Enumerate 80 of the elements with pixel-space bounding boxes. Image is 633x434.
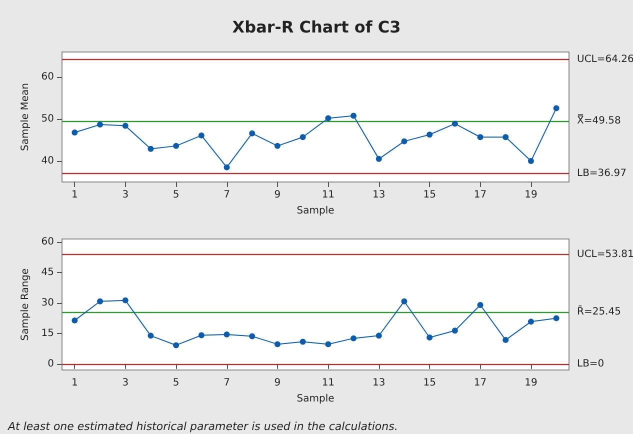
point [376, 156, 382, 162]
ref-line-label: LB=36.97 [577, 168, 626, 180]
ref-line-label: LB=0 [577, 358, 604, 370]
point [350, 335, 357, 342]
point [274, 341, 280, 348]
point [300, 338, 306, 345]
x-tick-label: 19 [524, 378, 538, 388]
x-tick-label: 17 [474, 190, 487, 200]
y-tick-label: 40 [41, 156, 54, 167]
x-tick-label: 13 [372, 190, 386, 200]
point [300, 134, 306, 140]
x-tick-label: 5 [172, 190, 180, 200]
y-tick-label: 60 [41, 72, 54, 83]
x-tick-label: 11 [322, 378, 335, 388]
point [249, 130, 256, 136]
x-tick-label: 9 [274, 378, 281, 388]
point [477, 134, 484, 140]
x-tick-label: 9 [274, 190, 281, 200]
y-axis-title: Sample Mean [20, 83, 31, 151]
point [224, 164, 230, 170]
y-tick-label: 60 [41, 236, 54, 248]
x-tick-label: 3 [122, 378, 129, 388]
ref-line-label: UCL=64.26 [577, 54, 633, 65]
point [325, 341, 332, 348]
x-tick-label: 19 [524, 190, 538, 200]
ref-line-label: UCL=53.81 [577, 249, 633, 260]
point [426, 132, 433, 138]
point [97, 298, 104, 304]
point [224, 331, 230, 338]
x-tick-label: 17 [474, 378, 487, 388]
x-tick-label: 15 [423, 190, 436, 200]
point [502, 134, 509, 140]
point [426, 334, 433, 340]
chart-title: Xbar-R Chart of C3 [232, 18, 401, 36]
y-tick-label: 50 [41, 114, 54, 125]
ref-line-label: R̄=25.45 [577, 304, 621, 318]
x-tick-label: 7 [224, 378, 230, 388]
point [198, 132, 204, 138]
y-tick-label: 15 [41, 328, 54, 339]
x-tick-label: 7 [224, 190, 230, 200]
y-tick-label: 45 [41, 267, 54, 278]
point [198, 332, 204, 338]
y-axis-title: Sample Range [20, 268, 31, 341]
point [325, 115, 332, 122]
point [502, 336, 509, 343]
point [173, 142, 180, 149]
x-tick-label: 13 [372, 378, 386, 388]
point [452, 328, 458, 334]
point [401, 138, 408, 144]
point [376, 332, 382, 339]
point [173, 342, 180, 348]
x-tick-label: 11 [322, 190, 335, 200]
point [401, 298, 408, 304]
x-tick-label: 1 [71, 378, 78, 388]
point [249, 333, 256, 340]
point [477, 302, 484, 308]
point [452, 120, 458, 127]
x-axis-title: Sample [296, 394, 334, 404]
x-tick-label: 1 [71, 190, 78, 200]
point [72, 317, 78, 324]
point [72, 130, 78, 136]
point [148, 332, 154, 339]
point [148, 146, 154, 152]
point [122, 122, 128, 129]
x-tick-label: 15 [423, 378, 436, 388]
y-tick-label: 30 [41, 297, 54, 308]
point [528, 318, 534, 325]
x-tick-label: 3 [122, 190, 129, 200]
point [553, 315, 560, 322]
x-tick-label: 5 [172, 378, 180, 388]
point [528, 158, 534, 164]
point [274, 142, 280, 149]
x-axis-title: Sample [296, 206, 334, 216]
ref-line-label: X̿=49.58 [577, 114, 621, 126]
text: At least one estimated historical parameter is used in the calculations. [7, 420, 398, 433]
point [350, 112, 357, 119]
point [553, 105, 560, 112]
point [122, 297, 128, 304]
y-tick-label: 0 [48, 358, 54, 370]
point [97, 122, 104, 128]
